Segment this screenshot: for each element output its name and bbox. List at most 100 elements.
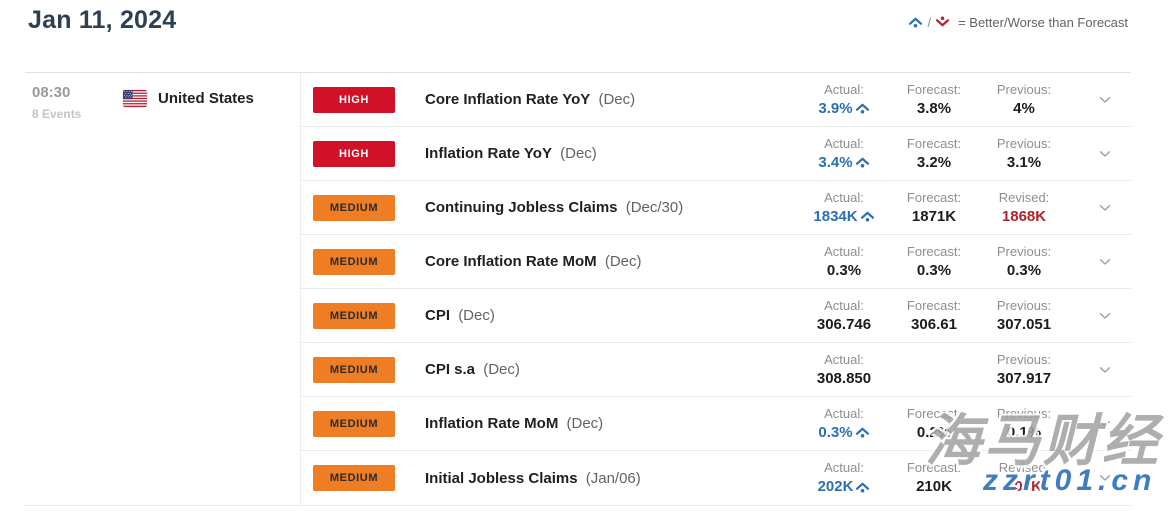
- forecast-label: Forecast:: [906, 243, 962, 259]
- country-name: United States: [158, 90, 254, 107]
- event-name: CPI s.a: [425, 361, 476, 378]
- legend-separator: /: [927, 14, 932, 30]
- previous-label: Previous:: [996, 405, 1052, 421]
- event-stats: Actual: 308.850 Previous: 307.917: [799, 353, 1069, 387]
- previous-label: Revised:: [998, 189, 1050, 205]
- event-period: (Dec): [598, 91, 636, 108]
- legend-text: = Better/Worse than Forecast: [958, 14, 1128, 30]
- event-row[interactable]: MEDIUM Core Inflation Rate MoM (Dec) Act…: [301, 235, 1131, 289]
- actual-value: 202K: [818, 479, 871, 494]
- caret-up-dot-icon: [860, 210, 875, 222]
- forecast-label: Forecast:: [906, 405, 962, 421]
- previous-value: 0.3%: [1006, 261, 1042, 279]
- event-row[interactable]: MEDIUM CPI s.a (Dec) Actual: 308.850 Pre…: [301, 343, 1131, 397]
- chevron-down-icon[interactable]: [1095, 474, 1115, 482]
- event-row[interactable]: MEDIUM Initial Jobless Claims (Jan/06) A…: [301, 451, 1131, 505]
- actual-value: 1834K: [813, 209, 874, 224]
- importance-badge: MEDIUM: [313, 465, 395, 491]
- events-list: HIGH Core Inflation Rate YoY (Dec) Actua…: [301, 73, 1131, 505]
- event-time: 08:30: [32, 84, 71, 101]
- actual-label: Actual:: [824, 243, 864, 259]
- event-stats: Actual: 3.9% Forecast: 3.8% Previous: 4%: [799, 83, 1069, 117]
- country-block: United States: [123, 90, 254, 107]
- event-name: Initial Jobless Claims: [425, 469, 578, 487]
- event-name: CPI: [425, 307, 451, 324]
- previous-label: Previous:: [996, 297, 1052, 313]
- previous-stat: Revised: 203K: [979, 461, 1069, 495]
- event-stats: Actual: 1834K Forecast: 1871K Revised: 1…: [799, 191, 1069, 225]
- chevron-down-icon[interactable]: [1095, 96, 1115, 104]
- actual-label: Actual:: [824, 189, 864, 205]
- actual-label: Actual:: [824, 135, 864, 151]
- event-stats: Actual: 0.3% Forecast: 0.2% Previous: 0.…: [799, 407, 1069, 441]
- actual-value: 0.3%: [818, 425, 869, 440]
- importance-badge: MEDIUM: [313, 248, 395, 275]
- calendar-table: 08:30 8 Events: [25, 72, 1131, 506]
- forecast-stat: Forecast: 210K: [889, 461, 979, 495]
- previous-value: 307.917: [996, 369, 1052, 387]
- event-stats: Actual: 0.3% Forecast: 0.3% Previous: 0.…: [799, 245, 1069, 279]
- previous-stat: Revised: 1868K: [979, 191, 1069, 225]
- chevron-down-icon[interactable]: [1095, 420, 1115, 428]
- event-period: (Dec): [458, 307, 495, 324]
- forecast-label: Forecast:: [906, 81, 962, 97]
- chevron-down-icon[interactable]: [1095, 150, 1115, 158]
- caret-up-dot-icon: [855, 156, 870, 168]
- event-period: (Dec/30): [625, 199, 684, 216]
- event-name: Core Inflation Rate MoM: [425, 253, 597, 270]
- actual-value: 306.746: [816, 315, 872, 333]
- actual-stat: Actual: 3.9%: [799, 83, 889, 117]
- event-name: Inflation Rate MoM: [425, 415, 559, 432]
- page-title: Jan 11, 2024: [28, 6, 177, 34]
- previous-value: 203K: [1006, 478, 1042, 495]
- previous-stat: Previous: 3.1%: [979, 137, 1069, 171]
- forecast-stat: [889, 353, 979, 387]
- previous-label: Previous:: [996, 351, 1052, 367]
- event-name: Inflation Rate YoY: [425, 145, 552, 162]
- event-name: Continuing Jobless Claims: [425, 199, 618, 216]
- actual-stat: Actual: 202K: [799, 461, 889, 495]
- caret-up-dot-icon: [908, 16, 923, 28]
- forecast-value: 1871K: [911, 207, 957, 225]
- forecast-value: 0.2%: [916, 423, 952, 441]
- event-stats: Actual: 202K Forecast: 210K Revised: 203…: [799, 461, 1069, 495]
- actual-label: Actual:: [824, 81, 864, 97]
- caret-up-dot-icon: [855, 102, 870, 114]
- event-row[interactable]: MEDIUM Inflation Rate MoM (Dec) Actual: …: [301, 397, 1131, 451]
- actual-label: Actual:: [824, 460, 864, 475]
- chevron-down-icon[interactable]: [1095, 204, 1115, 212]
- previous-stat: Previous: 0.1%: [979, 407, 1069, 441]
- chevron-down-icon[interactable]: [1095, 258, 1115, 266]
- previous-label: Previous:: [996, 135, 1052, 151]
- event-row[interactable]: MEDIUM Continuing Jobless Claims (Dec/30…: [301, 181, 1131, 235]
- time-country-column: 08:30 8 Events: [25, 73, 301, 505]
- event-row[interactable]: HIGH Core Inflation Rate YoY (Dec) Actua…: [301, 73, 1131, 127]
- importance-badge: HIGH: [313, 140, 395, 167]
- caret-down-dot-icon: [935, 16, 950, 28]
- events-count: 8 Events: [32, 107, 82, 121]
- previous-label: Revised:: [998, 460, 1050, 475]
- event-row[interactable]: HIGH Inflation Rate YoY (Dec) Actual: 3.…: [301, 127, 1131, 181]
- actual-label: Actual:: [824, 405, 864, 421]
- forecast-stat: Forecast: 0.2%: [889, 407, 979, 441]
- event-name: Core Inflation Rate YoY: [425, 91, 591, 108]
- forecast-value: 0.3%: [916, 261, 952, 279]
- legend: / = Better/Worse than Forecast: [907, 13, 1128, 31]
- event-period: (Dec): [604, 253, 642, 270]
- previous-label: Previous:: [996, 81, 1052, 97]
- previous-value: 3.1%: [1006, 153, 1042, 171]
- forecast-stat: Forecast: 1871K: [889, 191, 979, 225]
- event-stats: Actual: 306.746 Forecast: 306.61 Previou…: [799, 299, 1069, 333]
- chevron-down-icon[interactable]: [1095, 312, 1115, 320]
- importance-badge: MEDIUM: [313, 194, 395, 221]
- forecast-label: Forecast:: [906, 297, 962, 313]
- forecast-value: 3.2%: [916, 153, 952, 171]
- previous-value: 0.1%: [1006, 423, 1042, 441]
- chevron-down-icon[interactable]: [1095, 366, 1115, 374]
- event-stats: Actual: 3.4% Forecast: 3.2% Previous: 3.…: [799, 137, 1069, 171]
- event-row[interactable]: MEDIUM CPI (Dec) Actual: 306.746 Forecas…: [301, 289, 1131, 343]
- caret-up-dot-icon: [855, 426, 870, 438]
- forecast-label: Forecast:: [906, 189, 962, 205]
- previous-stat: Previous: 307.051: [979, 299, 1069, 333]
